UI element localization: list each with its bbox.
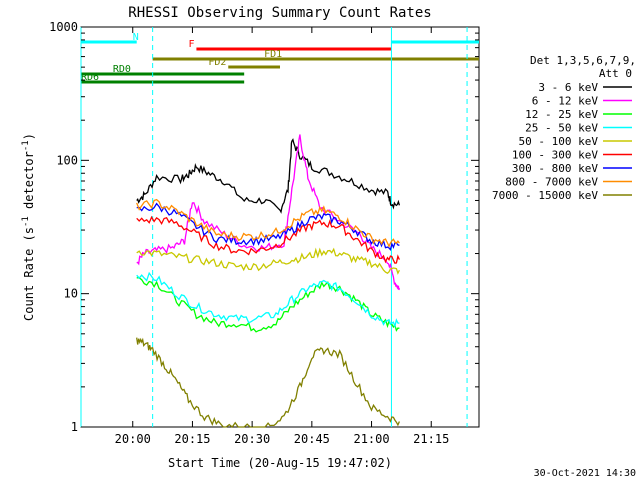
segment-n-label: N	[133, 32, 139, 43]
y-axis-label: Count Rate (s-1 detector-1)	[21, 133, 36, 321]
series-100-300-kev	[136, 215, 400, 264]
legend-label-6-12-kev: 6 - 12 keV	[532, 95, 599, 108]
x-tick-label-20-45: 20:45	[294, 432, 330, 446]
x-tick-label-21-00: 21:00	[353, 432, 389, 446]
legend-label-7000-15000-kev: 7000 - 15000 keV	[492, 189, 598, 202]
x-tick-label-21-15: 21:15	[413, 432, 449, 446]
vlines-layer	[80, 27, 468, 427]
legend-label-50-100-kev: 50 - 100 keV	[519, 135, 599, 148]
series-3-6-kev	[136, 138, 401, 214]
segment-rd0-label: RD0	[113, 64, 131, 75]
legend-label-25-50-kev: 25 - 50 keV	[525, 122, 598, 135]
segment-fd1-label: FD1	[264, 49, 282, 60]
legend-label-800-7000-kev: 800 - 7000 keV	[505, 176, 598, 189]
x-axis-ticks: 20:00 20:15 20:30 20:45 21:00 21:15	[115, 27, 449, 446]
legend-label-100-300-kev: 100 - 300 keV	[512, 149, 598, 162]
y-tick-label-100: 100	[56, 153, 78, 167]
legend-header-1: Det 1,3,5,6,7,9,	[530, 54, 636, 67]
segments-layer: N F FD1 FD2 RD0 RD6	[81, 32, 479, 84]
legend-label-12-25-kev: 12 - 25 keV	[525, 108, 598, 121]
y-tick-label-1: 1	[71, 420, 78, 434]
x-axis-label: Start Time (20-Aug-15 19:47:02)	[168, 456, 392, 470]
segment-fd2-label: FD2	[208, 57, 226, 68]
date-stamp: 30-Oct-2021 14:30	[534, 468, 636, 479]
x-tick-label-20-15: 20:15	[174, 432, 210, 446]
legend-label-3-6-kev: 3 - 6 keV	[538, 81, 598, 94]
series-800-7000-kev	[136, 198, 400, 248]
series-7000-15000-kev	[136, 337, 400, 428]
y-axis-ticks: 1 10 100 1000	[49, 20, 479, 434]
chart-title: RHESSI Observing Summary Count Rates	[128, 5, 431, 21]
x-tick-label-20-00: 20:00	[115, 432, 151, 446]
legend-label-300-800-kev: 300 - 800 keV	[512, 162, 598, 175]
series-layer	[136, 134, 401, 428]
x-tick-label-20-30: 20:30	[234, 432, 270, 446]
series-25-50-kev	[136, 271, 400, 329]
segment-f-label: F	[188, 39, 194, 50]
y-tick-label-1000: 1000	[49, 20, 78, 34]
series-12-25-kev	[136, 277, 400, 333]
y-tick-label-10: 10	[64, 287, 78, 301]
plot-frame	[80, 26, 480, 428]
series-50-100-kev	[136, 247, 400, 275]
legend-header-2: Att 0	[599, 67, 632, 80]
segment-rd6-label: RD6	[81, 72, 99, 83]
